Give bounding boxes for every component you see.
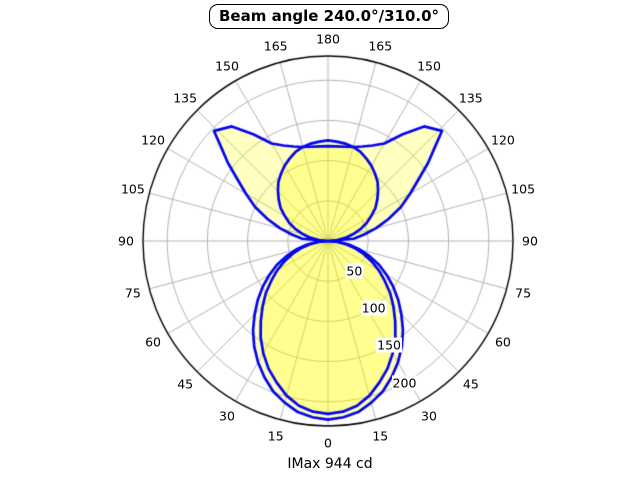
r-tick-label-50: 50 [345, 263, 364, 279]
theta-tick-label-150-left: 150 [215, 58, 239, 74]
theta-tick-label-135-left: 135 [173, 90, 198, 106]
r-tick-label-200: 200 [391, 375, 418, 391]
theta-tick-label-15: 15 [372, 428, 389, 444]
theta-tick-label-60-left: 60 [145, 334, 162, 350]
theta-tick-label-165-left: 165 [263, 38, 288, 54]
imax-label: IMax 944 cd [287, 456, 373, 472]
theta-tick-label-105: 105 [511, 181, 536, 197]
theta-tick-label-30-left: 30 [219, 408, 235, 424]
theta-tick-label-105-left: 105 [120, 181, 145, 197]
theta-tick-label-165: 165 [368, 38, 393, 54]
theta-tick-label-150: 150 [417, 58, 441, 74]
r-tick-label-100: 100 [360, 300, 387, 316]
theta-tick-label-60: 60 [494, 334, 511, 350]
theta-tick-label-180: 180 [316, 31, 340, 47]
theta-tick-label-45-left: 45 [177, 376, 194, 392]
theta-tick-label-90: 90 [522, 233, 538, 249]
chart-title: Beam angle 240.0°/310.0° [218, 7, 440, 25]
theta-tick-label-45: 45 [462, 376, 479, 392]
theta-tick-label-120: 120 [490, 132, 515, 148]
theta-tick-label-15-left: 15 [267, 428, 284, 444]
theta-tick-label-75: 75 [515, 285, 532, 301]
theta-tick-label-135: 135 [458, 90, 483, 106]
theta-tick-label-90-left: 90 [118, 233, 134, 249]
theta-tick-label-0: 0 [324, 435, 332, 451]
theta-tick-label-30: 30 [421, 408, 437, 424]
r-tick-label-150: 150 [376, 337, 403, 353]
theta-tick-label-75-left: 75 [124, 285, 141, 301]
theta-tick-label-120-left: 120 [141, 132, 165, 148]
chart-title-box: Beam angle 240.0°/310.0° [208, 4, 450, 29]
